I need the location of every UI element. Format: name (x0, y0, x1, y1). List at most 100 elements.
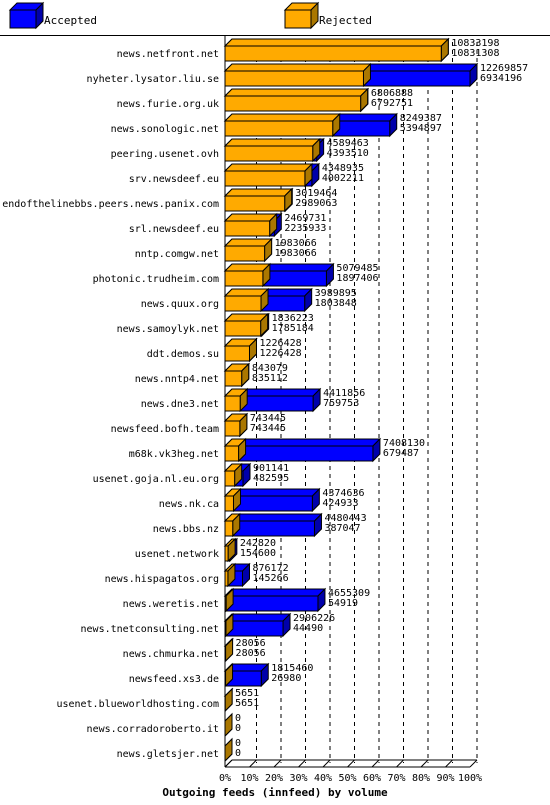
category-label: news.nk.ca (159, 499, 219, 510)
value-label-rejected: 1803848 (315, 298, 357, 309)
bar-group (223, 137, 325, 163)
x-tick (273, 759, 282, 768)
x-tick-label: 20% (265, 773, 283, 784)
value-label-rejected: 1897406 (336, 273, 378, 284)
bar-group (223, 87, 370, 113)
legend-swatch-rejected-box-front (284, 9, 312, 29)
value-label-accepted: 1226428 (259, 338, 301, 349)
value-label-accepted: 2906226 (293, 613, 335, 624)
bar-group (224, 712, 233, 738)
x-tick-label: 90% (436, 773, 454, 784)
bar-group (223, 462, 252, 488)
bar-group (223, 587, 327, 613)
legend-item-rejected: Rejected (283, 1, 372, 30)
value-label-rejected: 6934196 (480, 73, 522, 84)
bar-rejected-side (224, 712, 233, 738)
value-label-rejected: 482595 (253, 473, 289, 484)
bar-rejected-front (224, 245, 266, 262)
value-label-accepted: 876172 (252, 563, 288, 574)
category-label: news.tnetconsulting.net (81, 624, 219, 635)
x-tick (347, 759, 355, 768)
bar-rejected (223, 687, 234, 713)
legend-swatch-accepted (8, 1, 45, 30)
value-label-accepted: 1815460 (271, 663, 313, 674)
legend-swatch-rejected (283, 1, 320, 30)
bar-rejected-front (224, 520, 234, 537)
value-label-accepted: 3019464 (295, 188, 337, 199)
bar-rejected-top (223, 88, 369, 97)
x-tick-label: 70% (387, 773, 405, 784)
bar-group (223, 262, 335, 288)
x-tick (469, 759, 478, 768)
bar-rejected-front (224, 295, 262, 312)
value-label-accepted: 2469731 (284, 213, 326, 224)
bar-rejected (224, 737, 233, 763)
value-label-accepted: 901141 (253, 463, 289, 474)
bar-accepted (223, 662, 270, 688)
x-tick (322, 759, 331, 768)
bar-rejected-top (223, 113, 341, 122)
bar-rejected-front (224, 45, 442, 62)
value-label-rejected: 154600 (240, 548, 276, 559)
value-label-accepted: 242820 (240, 538, 276, 549)
bar-group (223, 287, 313, 313)
bar-rejected (223, 237, 273, 263)
bar-rejected-front (224, 395, 241, 412)
bar-rejected (223, 437, 247, 463)
bar-accepted (223, 487, 321, 513)
bar-rejected (223, 462, 243, 488)
category-label: news.quux.org (141, 299, 219, 310)
value-label-rejected: 424933 (322, 498, 358, 509)
value-label-accepted: 843079 (252, 363, 288, 374)
bar-group (223, 662, 270, 688)
x-tick-label: 10% (240, 773, 258, 784)
value-label-accepted: 28056 (236, 638, 266, 649)
x-tick-label: 40% (314, 773, 332, 784)
bar-accepted-front (224, 620, 284, 637)
value-label-rejected: 759753 (323, 398, 359, 409)
legend-swatch-accepted-box (8, 1, 45, 30)
bar-group (223, 412, 249, 438)
value-label-accepted: 4480443 (324, 513, 366, 524)
value-label-rejected: 28056 (236, 648, 266, 659)
x-tick-label: 30% (289, 773, 307, 784)
value-label-rejected: 679487 (383, 448, 419, 459)
value-label-accepted: 4655309 (328, 588, 370, 599)
legend-item-accepted: Accepted (8, 1, 97, 30)
category-label: news.dne3.net (141, 399, 219, 410)
category-label: usenet.blueworldhosting.com (56, 699, 219, 710)
bar-rejected-front (224, 370, 243, 387)
bar-group (223, 562, 251, 588)
bar-rejected-front (224, 170, 306, 187)
bar-rejected (223, 537, 237, 563)
category-label: news.furie.org.uk (117, 99, 219, 110)
grid (256, 42, 478, 763)
x-tick-label: 60% (363, 773, 381, 784)
value-label-accepted: 7408130 (383, 438, 425, 449)
bar-group (223, 212, 283, 238)
x-tick-label: 0% (219, 773, 231, 784)
value-label-rejected: 387047 (324, 523, 360, 534)
value-label-accepted: 8249387 (400, 113, 442, 124)
bar-rejected (223, 562, 237, 588)
value-label-rejected: 4393510 (327, 148, 369, 159)
category-label: usenet.network (135, 549, 219, 560)
bar-accepted-top (223, 613, 292, 622)
bar-rejected-front (224, 120, 334, 137)
category-label: news.corradoroberto.it (87, 724, 219, 735)
bar-accepted (223, 437, 382, 463)
category-label: photonic.trudheim.com (93, 274, 219, 285)
bar-rejected-front (224, 470, 236, 487)
value-label-accepted: 10833198 (451, 38, 499, 49)
bar-rejected-front (224, 270, 264, 287)
category-label: nntp.comgw.net (135, 249, 219, 260)
legend-label-accepted: Accepted (44, 14, 97, 27)
category-label: srv.newsdeef.eu (129, 174, 219, 185)
bar-rejected (223, 37, 450, 63)
bar-accepted-front (224, 445, 374, 462)
bar-rejected-front (224, 70, 364, 87)
legend-swatch-rejected-box (283, 1, 320, 30)
bar-accepted (223, 587, 327, 613)
value-label-accepted: 4348935 (322, 163, 364, 174)
bar-rejected (223, 412, 249, 438)
